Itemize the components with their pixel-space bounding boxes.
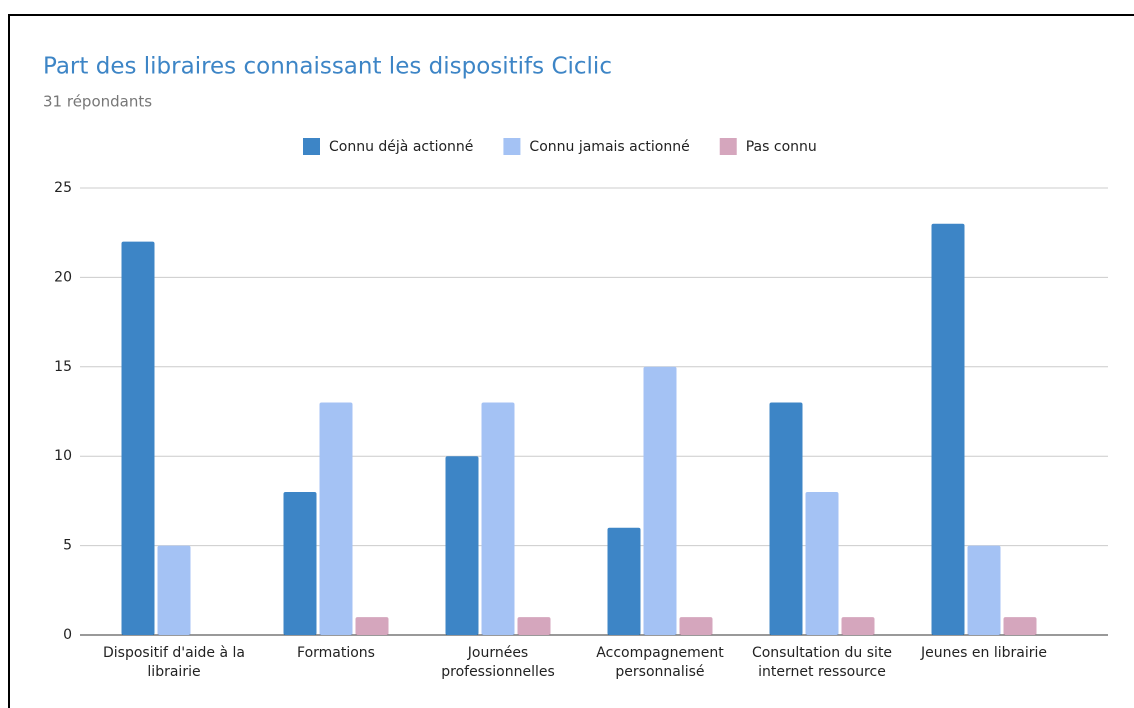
y-tick-label: 10 <box>54 448 72 464</box>
bar <box>157 545 191 635</box>
bar <box>481 402 515 635</box>
y-tick-label: 20 <box>54 269 72 285</box>
chart-title: Part des libraires connaissant les dispo… <box>43 54 612 80</box>
bar <box>931 223 965 635</box>
legend-swatch <box>303 138 320 155</box>
bar <box>841 617 875 635</box>
bar <box>643 366 677 635</box>
chart-subtitle: 31 répondants <box>43 93 152 111</box>
bar <box>805 491 839 635</box>
legend-swatch <box>719 138 737 155</box>
bar <box>769 402 803 635</box>
x-tick-label: Consultation du site internet ressource <box>751 645 893 680</box>
bar <box>121 241 155 635</box>
x-tick-label: Jeunes en librairie <box>921 645 1047 661</box>
bar <box>445 456 479 635</box>
bar <box>967 545 1001 635</box>
x-tick-label: Dispositif d'aide à la librairie <box>102 645 245 680</box>
frame <box>8 14 1134 708</box>
bar <box>319 402 353 635</box>
x-tick-label: Journées professionnelles <box>441 645 555 680</box>
y-tick-label: 15 <box>54 359 72 375</box>
bar <box>517 617 551 635</box>
bar <box>355 617 389 635</box>
x-tick-label: Accompagnement personnalisé <box>596 645 724 680</box>
legend-swatch <box>503 138 521 155</box>
bar <box>607 527 641 635</box>
legend-label: Connu jamais actionné <box>529 139 689 155</box>
legend-label: Connu déjà actionné <box>329 139 473 155</box>
legend: Connu déjà actionné Connu jamais actionné… <box>303 138 817 155</box>
y-tick-label: 0 <box>63 627 72 643</box>
legend-label: Pas connu <box>746 139 817 155</box>
y-tick-label: 5 <box>63 538 72 554</box>
bar <box>283 491 317 635</box>
bar <box>1003 617 1037 635</box>
x-tick-label: Formations <box>297 645 375 661</box>
y-tick-label: 25 <box>54 180 72 196</box>
bar <box>679 617 713 635</box>
